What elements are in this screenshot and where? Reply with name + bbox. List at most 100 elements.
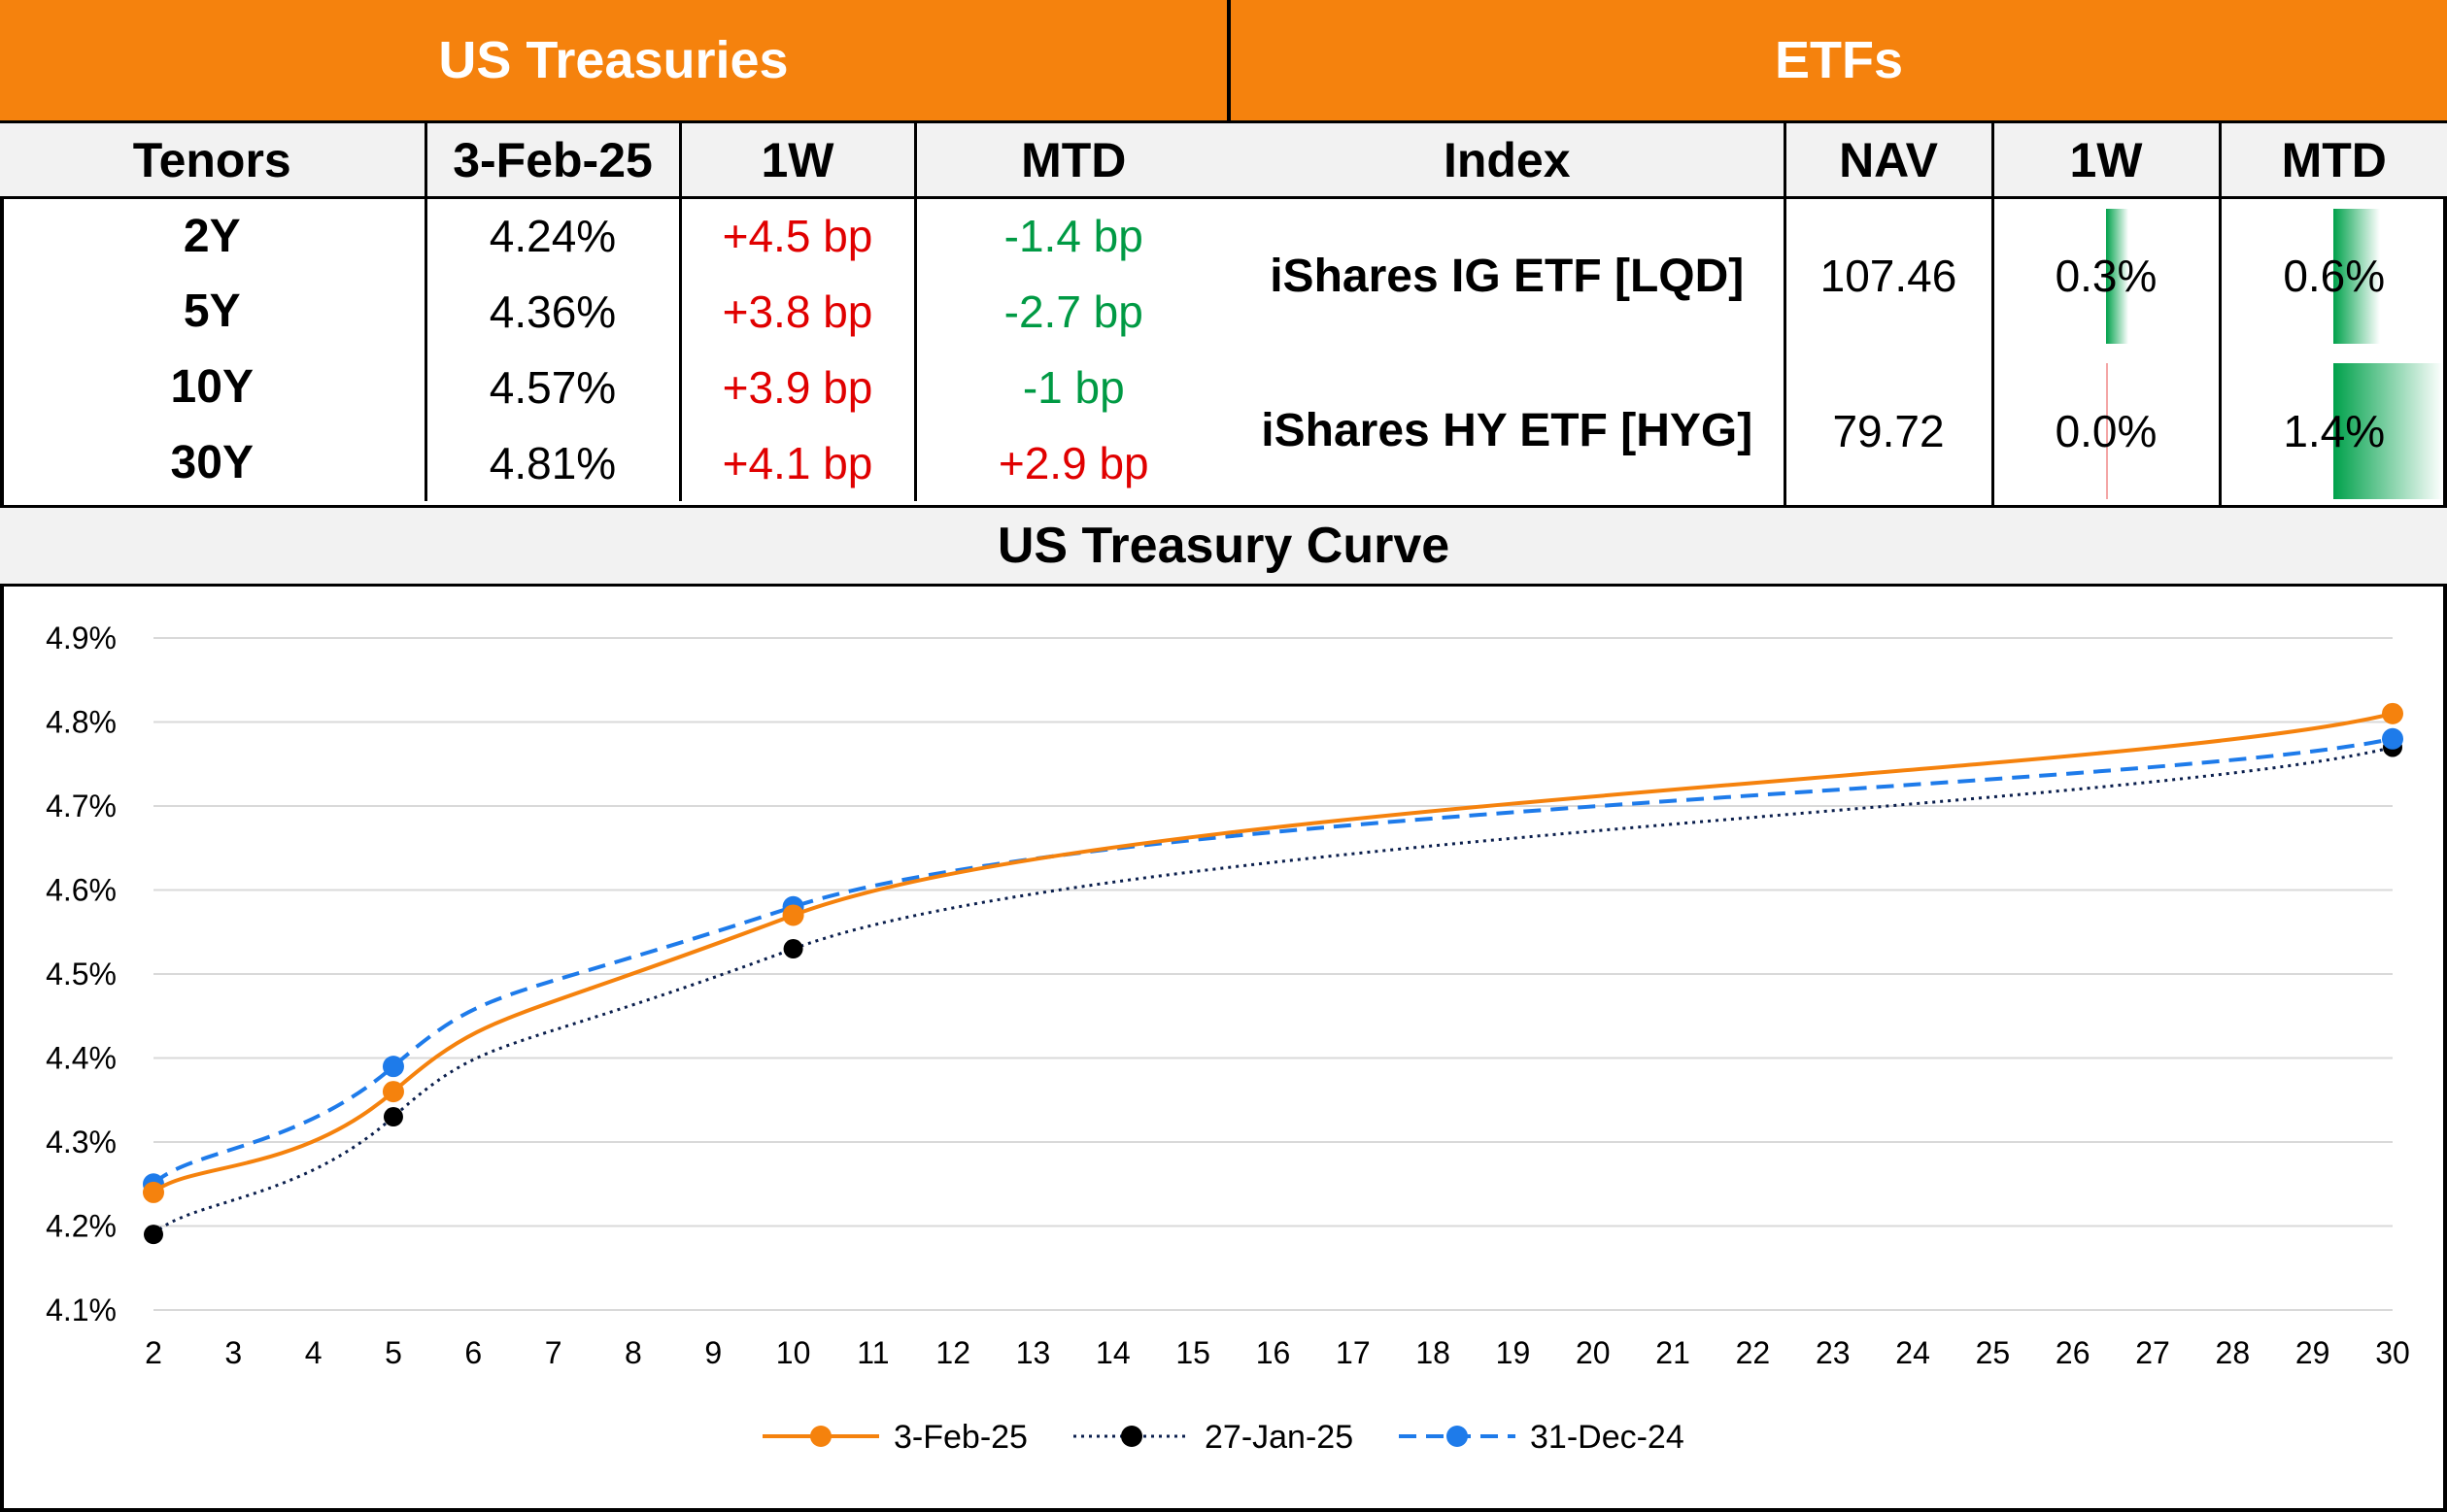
y-tick-label: 4.6% xyxy=(46,873,117,908)
col-header-index: Index xyxy=(1231,120,1786,199)
x-tick-label: 10 xyxy=(776,1335,811,1370)
series-point xyxy=(2382,727,2403,750)
legend-item: 31-Dec-24 xyxy=(1399,1419,1684,1456)
x-tick-label: 8 xyxy=(625,1335,642,1370)
x-tick-label: 7 xyxy=(545,1335,562,1370)
x-tick-label: 21 xyxy=(1655,1335,1690,1370)
x-tick-label: 30 xyxy=(2375,1335,2410,1370)
change-mtd-cell: -1.4 bp xyxy=(1003,211,1143,262)
data-bar xyxy=(2332,362,2443,499)
x-tick-label: 14 xyxy=(1096,1335,1131,1370)
legend-marker xyxy=(1121,1426,1142,1447)
change-mtd-cell: -1 bp xyxy=(1022,361,1125,413)
us-treasuries-table: Tenors 3-Feb-25 1W MTD 2Y 4.24% +4.5 bp … xyxy=(0,120,1231,501)
x-tick-label: 19 xyxy=(1496,1335,1531,1370)
legend-label: 31-Dec-24 xyxy=(1530,1419,1684,1456)
series-point xyxy=(382,1081,404,1103)
etf-name-cell: iShares HY ETF [HYG] xyxy=(1231,353,1786,509)
col-header-mtd: MTD xyxy=(915,120,1231,199)
y-tick-label: 4.3% xyxy=(46,1125,117,1159)
x-tick-label: 22 xyxy=(1736,1335,1771,1370)
x-tick-label: 4 xyxy=(305,1335,323,1370)
chart-title: US Treasury Curve xyxy=(0,505,2447,587)
yield-cell: 4.57% xyxy=(425,349,682,425)
series-line-27-Jan-25 xyxy=(152,745,2394,1236)
col-header-mtd: MTD xyxy=(2220,120,2447,199)
etf-1w-value: 0.0% xyxy=(2055,405,2158,456)
col-header-tenors: Tenors xyxy=(0,120,427,199)
legend-marker xyxy=(1446,1426,1468,1447)
x-tick-label: 11 xyxy=(857,1335,889,1370)
x-tick-label: 24 xyxy=(1895,1335,1930,1370)
series-point xyxy=(143,1181,164,1203)
series-line-3-Feb-25 xyxy=(152,711,2394,1194)
series-point xyxy=(783,939,803,959)
table-row: 5Y 4.36% +3.8 bp -2.7 bp xyxy=(0,273,1231,350)
etf-nav-cell: 107.46 xyxy=(1784,197,1994,353)
change-1w-cell: +4.5 bp xyxy=(680,197,917,274)
tenor-cell: 30Y xyxy=(0,424,427,501)
series-point xyxy=(2382,702,2403,724)
x-tick-label: 9 xyxy=(704,1335,722,1370)
etf-1w-cell: 0.3% xyxy=(1992,197,2222,353)
y-tick-label: 4.1% xyxy=(46,1293,117,1327)
etf-nav-cell: 79.72 xyxy=(1784,353,1994,509)
y-tick-label: 4.9% xyxy=(46,621,117,655)
etf-mtd-value: 1.4% xyxy=(2283,405,2386,456)
yield-cell: 4.36% xyxy=(425,273,682,350)
legend-item: 27-Jan-25 xyxy=(1073,1419,1353,1456)
x-tick-label: 28 xyxy=(2216,1335,2251,1370)
col-header-1w: 1W xyxy=(1992,120,2222,199)
series-point xyxy=(782,904,804,926)
change-1w-cell: +4.1 bp xyxy=(680,424,917,501)
change-1w-cell: +3.9 bp xyxy=(680,349,917,425)
table-row: iShares IG ETF [LQD] 107.46 0.3% 0.6% xyxy=(1231,197,2447,353)
x-tick-label: 13 xyxy=(1016,1335,1051,1370)
x-tick-label: 27 xyxy=(2135,1335,2170,1370)
yield-cell: 4.81% xyxy=(425,424,682,501)
x-tick-label: 20 xyxy=(1576,1335,1611,1370)
etf-name-cell: iShares IG ETF [LQD] xyxy=(1231,197,1786,353)
x-tick-label: 12 xyxy=(935,1335,970,1370)
x-tick-label: 29 xyxy=(2295,1335,2330,1370)
etf-1w-value: 0.3% xyxy=(2055,251,2158,302)
data-bar xyxy=(2105,209,2129,344)
etf-mtd-value: 0.6% xyxy=(2283,251,2386,302)
x-tick-label: 6 xyxy=(464,1335,482,1370)
col-header-nav: NAV xyxy=(1784,120,1994,199)
legend-item: 3-Feb-25 xyxy=(763,1419,1028,1456)
data-bar xyxy=(2332,209,2380,344)
data-bar xyxy=(2105,362,2108,499)
col-header-date: 3-Feb-25 xyxy=(425,120,682,199)
change-1w-cell: +3.8 bp xyxy=(680,273,917,350)
change-mtd-cell: -2.7 bp xyxy=(1003,286,1143,337)
table-row: 30Y 4.81% +4.1 bp +2.9 bp xyxy=(0,424,1231,501)
y-tick-label: 4.8% xyxy=(46,705,117,740)
etf-1w-cell: 0.0% xyxy=(1992,353,2222,509)
etf-mtd-cell: 1.4% xyxy=(2220,353,2447,509)
x-tick-label: 5 xyxy=(385,1335,402,1370)
x-tick-label: 15 xyxy=(1175,1335,1210,1370)
col-header-1w: 1W xyxy=(680,120,917,199)
tenor-cell: 10Y xyxy=(0,349,427,425)
x-tick-label: 25 xyxy=(1976,1335,2011,1370)
treasury-curve-chart: 4.1%4.2%4.3%4.4%4.5%4.6%4.7%4.8%4.9%2 3 4 5… xyxy=(46,621,2410,1456)
y-tick-label: 4.7% xyxy=(46,789,117,823)
y-tick-label: 4.2% xyxy=(46,1209,117,1244)
x-tick-label: 18 xyxy=(1415,1335,1450,1370)
etfs-table: Index NAV 1W MTD iShares IG ETF [LQD] 10… xyxy=(1231,120,2447,509)
series-line-31-Dec-24 xyxy=(152,736,2394,1186)
y-tick-label: 4.5% xyxy=(46,957,117,991)
change-mtd-cell: +2.9 bp xyxy=(998,437,1149,488)
x-tick-label: 16 xyxy=(1256,1335,1291,1370)
y-tick-label: 4.4% xyxy=(46,1041,117,1076)
yield-cell: 4.24% xyxy=(425,197,682,274)
series-point xyxy=(144,1225,163,1245)
etf-mtd-cell: 0.6% xyxy=(2220,198,2447,353)
table-row: 2Y 4.24% +4.5 bp -1.4 bp xyxy=(0,197,1231,274)
legend-label: 3-Feb-25 xyxy=(894,1419,1028,1456)
tenor-cell: 5Y xyxy=(0,273,427,350)
table-row: 10Y 4.57% +3.9 bp -1 bp xyxy=(0,349,1231,425)
x-tick-label: 2 xyxy=(145,1335,162,1370)
legend-label: 27-Jan-25 xyxy=(1205,1419,1353,1456)
